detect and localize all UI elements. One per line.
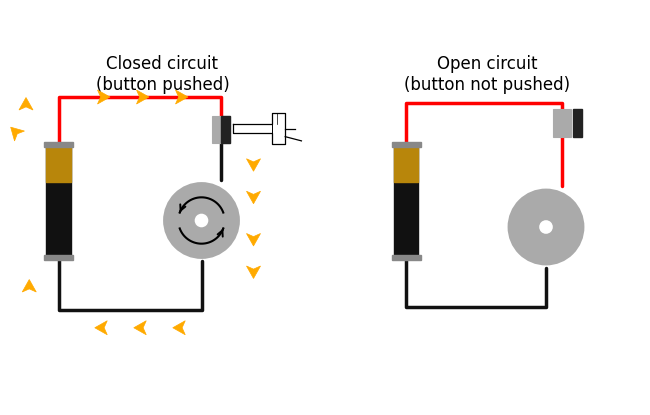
- Polygon shape: [246, 234, 261, 246]
- Polygon shape: [134, 321, 146, 335]
- Bar: [46, 144, 71, 182]
- Bar: [212, 116, 230, 143]
- Polygon shape: [176, 90, 188, 104]
- Polygon shape: [22, 280, 36, 292]
- Polygon shape: [246, 159, 261, 171]
- Polygon shape: [95, 321, 107, 335]
- Bar: [394, 144, 419, 258]
- Circle shape: [196, 215, 207, 227]
- Bar: [46, 144, 71, 258]
- Polygon shape: [10, 127, 25, 141]
- Circle shape: [540, 221, 552, 233]
- Text: Open circuit
(button not pushed): Open circuit (button not pushed): [404, 55, 571, 93]
- Polygon shape: [136, 90, 149, 104]
- Polygon shape: [246, 191, 261, 204]
- Bar: [221, 116, 230, 143]
- Bar: [553, 109, 571, 137]
- Bar: [394, 144, 419, 182]
- Bar: [44, 142, 73, 147]
- Bar: [44, 255, 73, 261]
- Polygon shape: [19, 98, 33, 110]
- Circle shape: [508, 190, 584, 264]
- Bar: [392, 142, 421, 147]
- Polygon shape: [233, 113, 285, 144]
- Text: Closed circuit
(button pushed): Closed circuit (button pushed): [96, 55, 229, 93]
- Polygon shape: [246, 266, 261, 278]
- Polygon shape: [173, 321, 185, 335]
- Circle shape: [164, 183, 239, 258]
- Bar: [392, 255, 421, 261]
- Bar: [573, 109, 582, 137]
- Polygon shape: [98, 90, 110, 104]
